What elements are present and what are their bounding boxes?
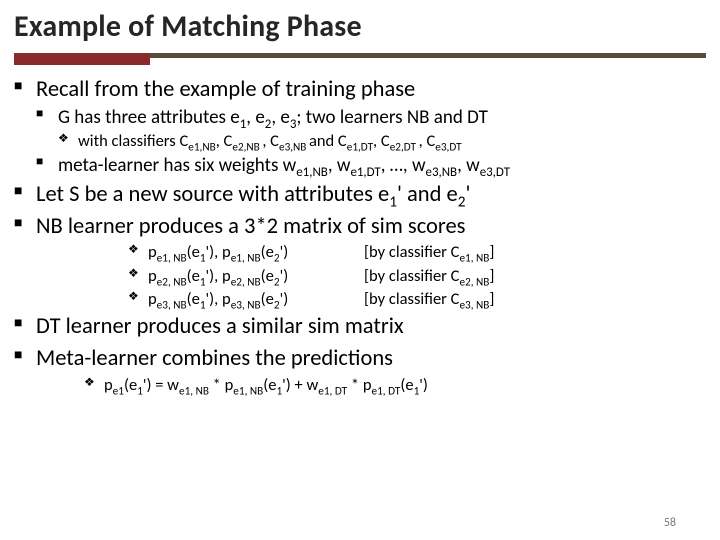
bullet-classifiers: with classifiers Ce1,NB, Ce2,NB , Ce3,NB… <box>58 130 706 152</box>
bullet-recall: Recall from the example of training phas… <box>14 75 706 178</box>
page-number: 58 <box>664 516 676 530</box>
bullet-g-attributes: G has three attributes e1, e2, e3; two l… <box>36 105 706 152</box>
bullet-new-source: Let S be a new source with attributes e1… <box>14 180 706 210</box>
matrix-row-3: pe3, NB(e1'), pe3, NB(e2') [by classifie… <box>128 288 706 310</box>
bullet-dt-matrix: DT learner produces a similar sim matrix <box>14 312 706 342</box>
title-divider <box>14 51 706 69</box>
bullet-meta-weights: meta-learner has six weights we1,NB, we1… <box>36 153 706 178</box>
slide-title: Example of Matching Phase <box>14 8 706 45</box>
slide-body: Recall from the example of training phas… <box>0 75 720 396</box>
bullet-combine: Meta-learner combines the predictions pe… <box>14 344 706 396</box>
bullet-nb-matrix: NB learner produces a 3*2 matrix of sim … <box>14 212 706 310</box>
matrix-row-2: pe2, NB(e1'), pe2, NB(e2') [by classifie… <box>128 265 706 287</box>
matrix-row-1: pe1, NB(e1'), pe1, NB(e2') [by classifie… <box>128 241 706 263</box>
combine-formula: pe1(e1') = we1, NB * pe1, NB(e1') + we1,… <box>84 374 706 396</box>
